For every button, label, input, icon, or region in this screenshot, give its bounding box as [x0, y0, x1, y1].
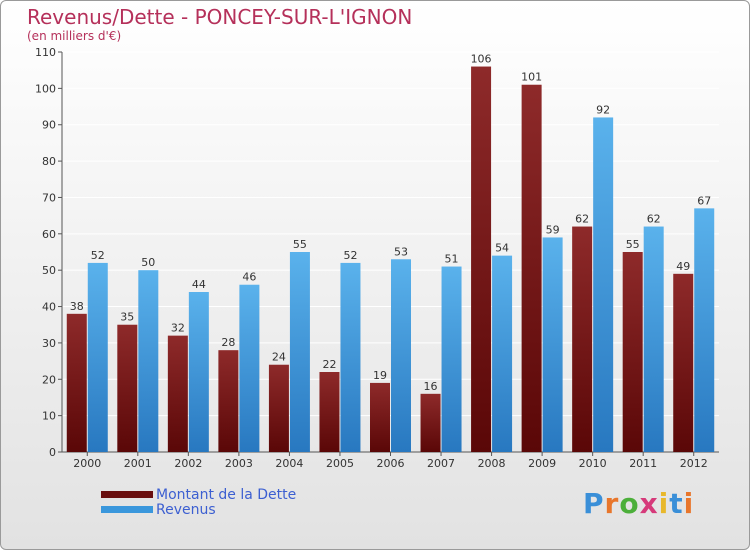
value-label-revenue: 67 — [697, 194, 711, 207]
value-label-debt: 28 — [221, 336, 235, 349]
proxiti-logo: Proxiti — [583, 487, 694, 520]
y-tick-label: 70 — [42, 191, 56, 204]
logo-letter: i — [683, 487, 695, 520]
value-label-debt: 35 — [120, 311, 134, 324]
bar-debt — [471, 66, 492, 452]
x-tick-label: 2000 — [73, 457, 101, 470]
bar-debt — [673, 273, 694, 452]
x-tick-label: 2008 — [478, 457, 506, 470]
value-label-revenue: 92 — [596, 103, 610, 116]
value-label-debt: 22 — [322, 358, 336, 371]
x-tick-label: 2009 — [528, 457, 556, 470]
bar-revenue — [188, 292, 209, 452]
y-tick-label: 60 — [42, 228, 56, 241]
logo-letter: i — [658, 487, 670, 520]
y-tick-label: 40 — [42, 301, 56, 314]
bar-debt — [117, 324, 138, 452]
value-label-revenue: 54 — [495, 242, 509, 255]
bar-revenue — [694, 208, 715, 452]
bar-revenue — [239, 284, 260, 452]
legend-swatch-debt — [101, 491, 153, 498]
x-tick-label: 2011 — [629, 457, 657, 470]
value-label-revenue: 59 — [546, 223, 560, 236]
y-tick-label: 80 — [42, 155, 56, 168]
x-tick-label: 2003 — [225, 457, 253, 470]
bar-revenue — [542, 237, 563, 452]
x-tick-label: 2010 — [579, 457, 607, 470]
bar-debt — [622, 252, 643, 452]
chart-subtitle: (en milliers d'€) — [27, 29, 122, 43]
value-label-debt: 55 — [626, 238, 640, 251]
y-tick-label: 30 — [42, 337, 56, 350]
logo-letter: o — [619, 487, 640, 520]
legend-label-revenue: Revenus — [156, 501, 216, 518]
value-label-debt: 38 — [70, 300, 84, 313]
y-tick-label: 100 — [35, 82, 56, 95]
y-tick-label: 110 — [35, 46, 56, 59]
bar-debt — [572, 226, 593, 452]
bar-debt — [268, 364, 289, 452]
value-label-revenue: 55 — [293, 238, 307, 251]
bar-revenue — [289, 252, 310, 452]
bar-debt — [420, 393, 441, 452]
y-tick-label: 10 — [42, 410, 56, 423]
x-tick-label: 2004 — [275, 457, 303, 470]
legend-label-debt: Montant de la Dette — [156, 486, 297, 503]
x-tick-label: 2006 — [377, 457, 405, 470]
bar-debt — [218, 350, 239, 452]
value-label-debt: 106 — [471, 53, 492, 66]
value-label-revenue: 52 — [91, 249, 105, 262]
value-label-debt: 49 — [676, 260, 690, 273]
logo-letter: r — [604, 487, 620, 520]
value-label-debt: 32 — [171, 322, 185, 335]
value-label-revenue: 51 — [445, 253, 459, 266]
y-tick-label: 20 — [42, 373, 56, 386]
bar-debt — [370, 382, 390, 452]
value-label-revenue: 62 — [647, 213, 661, 226]
y-tick-label: 0 — [49, 446, 56, 459]
bar-debt — [66, 313, 87, 452]
logo-letter: x — [639, 487, 659, 520]
bar-revenue — [441, 266, 462, 452]
legend-item-revenue: Revenus — [101, 501, 296, 518]
bar-revenue — [593, 117, 614, 453]
y-tick-label: 50 — [42, 264, 56, 277]
bar-revenue — [87, 262, 108, 452]
bar-revenue — [391, 259, 411, 452]
value-label-debt: 16 — [424, 380, 438, 393]
legend-item-debt: Montant de la Dette — [101, 486, 297, 503]
value-label-debt: 101 — [521, 71, 542, 84]
value-label-debt: 19 — [373, 369, 387, 382]
x-tick-label: 2002 — [174, 457, 202, 470]
chart-title: Revenus/Dette - PONCEY-SUR-L'IGNON — [27, 5, 413, 29]
x-tick-label: 2007 — [427, 457, 455, 470]
bar-revenue — [643, 226, 664, 452]
bar-revenue — [340, 262, 361, 452]
x-tick-label: 2012 — [680, 457, 708, 470]
legend: Montant de la Dette Revenus — [101, 486, 297, 518]
logo-letter: t — [669, 487, 684, 520]
y-tick-label: 90 — [42, 119, 56, 132]
legend-swatch-revenue — [101, 506, 153, 513]
value-label-revenue: 46 — [242, 271, 256, 284]
bar-debt — [167, 335, 188, 452]
bar-revenue — [492, 255, 513, 452]
value-label-revenue: 53 — [394, 245, 408, 258]
x-tick-label: 2001 — [124, 457, 152, 470]
value-label-debt: 24 — [272, 351, 286, 364]
x-tick-label: 2005 — [326, 457, 354, 470]
logo-letter: P — [583, 487, 605, 520]
value-label-debt: 62 — [575, 213, 589, 226]
value-label-revenue: 52 — [343, 249, 357, 262]
bar-debt — [319, 372, 340, 452]
bar-debt — [521, 84, 542, 453]
value-label-revenue: 50 — [141, 256, 155, 269]
bar-revenue — [138, 270, 159, 452]
value-label-revenue: 44 — [192, 278, 206, 291]
